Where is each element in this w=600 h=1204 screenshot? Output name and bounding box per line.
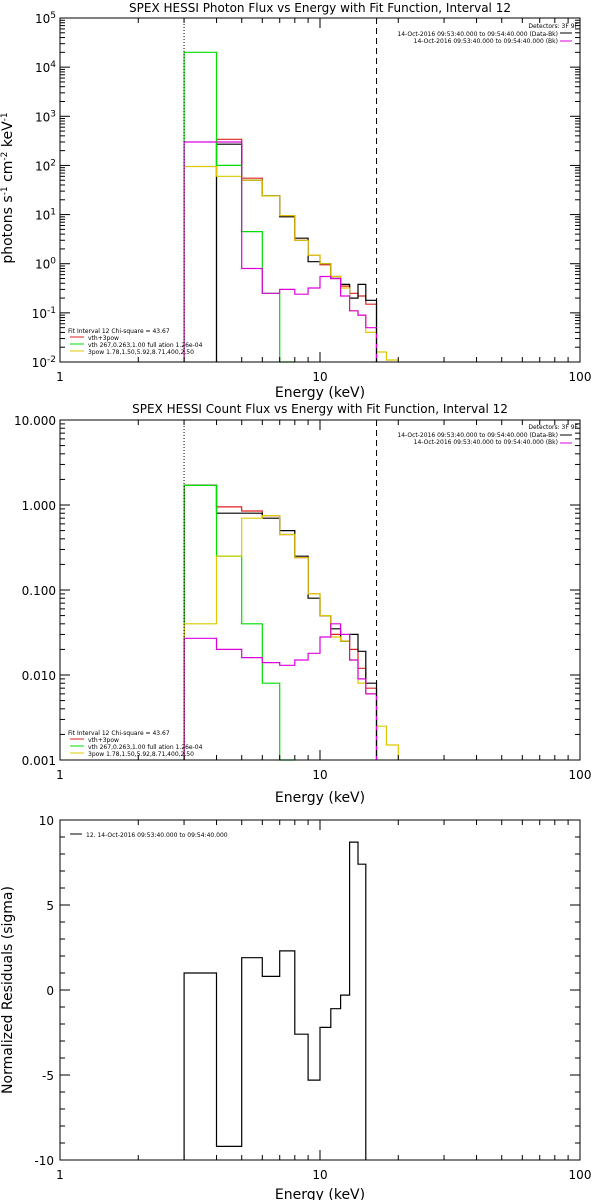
count-axes: 1 10 100 0.001 0.010 0.100 1.000 10.000 xyxy=(14,414,591,782)
photon-series-background xyxy=(183,141,378,362)
photon-xtick-label: 1 xyxy=(56,370,64,384)
photon-legend-fit: Fit Interval 12 Chi-square = 43.67 xyxy=(68,328,170,335)
photon-legend-detectors: Detectors: 3F 9F xyxy=(528,23,578,30)
photon-ytick-label: 102 xyxy=(35,158,56,173)
residuals-ytick-label: 5 xyxy=(46,899,54,913)
photon-axes: 1 10 100 10-2 10-1 100 101 102 103 104 105 xyxy=(32,11,592,384)
photon-ytick-label: 103 xyxy=(35,109,56,124)
photon-ytick-label: 101 xyxy=(35,208,56,223)
count-ytick-label: 0.001 xyxy=(22,754,56,768)
photon-ylabel: photons s-1 cm-2 keV-1 xyxy=(0,112,16,263)
residuals-axes: 1 10 100 -10 -5 0 5 10 xyxy=(34,814,591,1182)
photon-title: SPEX HESSI Photon Flux vs Energy with Fi… xyxy=(129,1,511,15)
residuals-ytick-label: 10 xyxy=(39,814,54,828)
photon-xtick-label: 100 xyxy=(569,370,592,384)
residuals-residual-histogram xyxy=(183,841,367,1160)
count-legend-fit: Fit Interval 12 Chi-square = 43.67 xyxy=(68,730,170,737)
photon-legend-3pow: 3pow 1.78,1.50,5.92,8.71,400,2.50 xyxy=(88,349,194,356)
count-xlabel: Energy (keV) xyxy=(275,790,365,806)
residuals-ytick-label: -5 xyxy=(42,1069,54,1083)
count-series-background xyxy=(183,623,378,760)
residuals-xtick-label: 1 xyxy=(56,1168,64,1182)
photon-legend-vth: vth 267,0.263,1.00 full ation 1.26e-04 xyxy=(88,342,203,349)
photon-ytick-label: 100 xyxy=(35,257,56,272)
residuals-ylabel: Normalized Residuals (sigma) xyxy=(0,886,16,1094)
photon-ytick-label: 104 xyxy=(35,60,56,75)
photon-series-vth xyxy=(183,51,295,363)
count-ytick-label: 10.000 xyxy=(14,414,56,428)
photon-xlabel: Energy (keV) xyxy=(275,385,365,401)
photon-legend-vth3pow: vth+3pow xyxy=(88,335,119,342)
count-title: SPEX HESSI Count Flux vs Energy with Fit… xyxy=(132,402,508,416)
residuals-xtick-label: 100 xyxy=(569,1168,592,1182)
count-ytick-label: 0.010 xyxy=(22,669,56,683)
photon-ytick-label: 105 xyxy=(35,11,56,26)
residuals-ytick-label: -10 xyxy=(34,1154,54,1168)
residuals-xtick-label: 10 xyxy=(312,1168,327,1182)
photon-frame xyxy=(59,17,581,363)
count-ytick-label: 0.100 xyxy=(22,584,56,598)
count-series-vth xyxy=(183,484,295,761)
count-legend-3pow: 3pow 1.78,1.50,5.92,8.71,400,2.50 xyxy=(88,751,194,758)
count-legend-vth3pow: vth+3pow xyxy=(88,737,119,744)
count-legend-detectors: Detectors: 3F 9F xyxy=(528,424,578,431)
photon-ytick-label: 10-1 xyxy=(32,306,56,321)
residuals-legend: 12. 14-Oct-2016 09:53:40.000 to 09:54:40… xyxy=(86,832,228,839)
photon-ytick-label: 10-2 xyxy=(32,355,56,370)
count-xtick-label: 10 xyxy=(312,768,327,782)
photon-series-vth-3pow xyxy=(215,138,378,362)
photon-series-3pow xyxy=(183,165,399,362)
count-legend-line1: 14-Oct-2016 09:53:40.000 to 09:54:40.000… xyxy=(397,432,558,439)
photon-legend-line2: 14-Oct-2016 09:53:40.000 to 09:54:40.000… xyxy=(414,38,558,45)
count-frame xyxy=(59,419,581,761)
count-legend-line2: 14-Oct-2016 09:53:40.000 to 09:54:40.000… xyxy=(414,439,558,446)
count-ytick-label: 1.000 xyxy=(22,499,56,513)
residuals-xlabel: Energy (keV) xyxy=(275,1187,365,1200)
residuals-ytick-label: 0 xyxy=(46,984,54,998)
count-xtick-label: 100 xyxy=(569,768,592,782)
count-legend-vth: vth 267,0.263,1.00 full ation 1.26e-04 xyxy=(88,744,203,751)
residuals-frame xyxy=(59,819,581,1161)
photon-legend-line1: 14-Oct-2016 09:53:40.000 to 09:54:40.000… xyxy=(397,31,558,38)
count-xtick-label: 1 xyxy=(56,768,64,782)
photon-xtick-label: 10 xyxy=(312,370,327,384)
